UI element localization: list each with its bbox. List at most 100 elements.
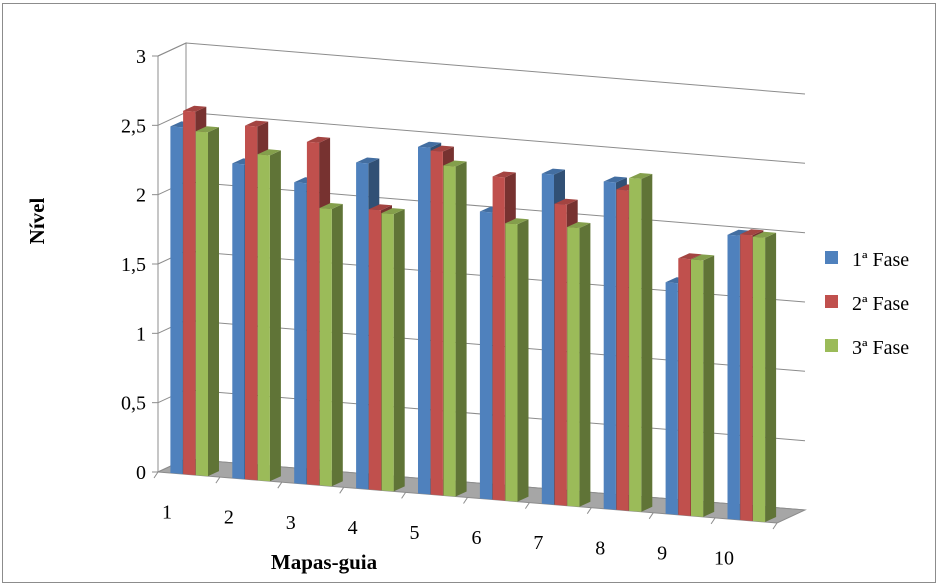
x-tick-label: 6 xyxy=(471,527,481,549)
x-tick-labels: 1 2 3 4 5 6 7 8 9 10 xyxy=(153,471,778,569)
gridline xyxy=(157,42,806,95)
bar-face xyxy=(257,154,270,482)
bar-face xyxy=(492,176,505,501)
bar-top xyxy=(603,176,627,183)
bar xyxy=(443,160,467,497)
x-tick-mark xyxy=(215,476,221,484)
bar-top xyxy=(678,253,702,260)
bar-face xyxy=(505,223,518,502)
bar-side xyxy=(517,219,529,502)
bar-side xyxy=(269,150,281,482)
bar-top xyxy=(505,218,529,225)
bar-side xyxy=(579,223,591,507)
bar xyxy=(505,218,529,502)
bar-face xyxy=(183,110,196,476)
x-axis-title: Mapas-guia xyxy=(271,550,378,574)
bar-face xyxy=(232,163,245,480)
bar-face xyxy=(665,282,678,515)
bar-face xyxy=(629,178,642,512)
bar-top xyxy=(541,168,565,175)
bar-face xyxy=(170,126,183,475)
y-tick-label: 2,5 xyxy=(121,115,146,137)
y-tick-label: 1 xyxy=(136,323,146,345)
bar-face xyxy=(319,208,332,487)
bar-top xyxy=(430,145,454,152)
x-tick-label: 9 xyxy=(657,542,667,564)
x-tick-mark xyxy=(339,487,345,494)
bar-face xyxy=(245,125,258,481)
bar-face xyxy=(479,211,493,500)
bar-top xyxy=(629,173,653,179)
bar-side xyxy=(208,127,219,477)
legend-swatch-2 xyxy=(825,295,838,308)
bar-face xyxy=(678,258,691,516)
legend-label-3: 3ª Fase xyxy=(852,337,909,359)
bar xyxy=(567,222,591,507)
bar-face xyxy=(294,182,307,485)
x-tick-mark xyxy=(153,471,159,479)
bar-side xyxy=(765,232,777,523)
bar-side xyxy=(393,209,405,492)
bar-top xyxy=(554,198,578,205)
y-tick-labels: 0 0,5 1 1,5 2 2,5 3 xyxy=(121,46,146,484)
x-tick-mark xyxy=(277,481,283,489)
bar-face xyxy=(381,213,394,492)
bar-side xyxy=(331,204,343,487)
bar-top xyxy=(356,157,380,164)
bar-face xyxy=(356,162,369,490)
y-tick-label: 0,5 xyxy=(121,393,146,415)
bar-side xyxy=(703,255,715,517)
bar-top xyxy=(368,204,392,211)
x-tick-label: 8 xyxy=(595,537,605,559)
bar-face xyxy=(691,259,704,517)
bar-face xyxy=(752,236,766,522)
y-axis-title: Nível xyxy=(25,198,49,245)
x-tick-mark xyxy=(772,522,778,530)
x-tick-mark xyxy=(463,497,468,504)
bar-face xyxy=(727,234,740,520)
bar-top xyxy=(319,203,343,209)
x-tick-mark xyxy=(586,507,592,514)
legend-swatch-3 xyxy=(825,339,838,352)
bar-top xyxy=(567,222,591,228)
bar xyxy=(629,173,653,512)
y-tick-label: 1,5 xyxy=(121,254,146,276)
bar-face xyxy=(567,227,580,507)
bar-top xyxy=(691,254,715,261)
legend-label-1: 1ª Fase xyxy=(852,249,909,271)
x-tick-label: 3 xyxy=(286,512,296,534)
x-tick-mark xyxy=(524,502,530,509)
bar-face xyxy=(541,173,554,505)
bar-top xyxy=(418,141,442,148)
bar-top xyxy=(752,231,777,238)
bar-top xyxy=(195,126,219,133)
bar-face xyxy=(430,150,443,496)
bars xyxy=(170,105,777,523)
bar-top xyxy=(183,105,207,112)
bar xyxy=(195,126,219,477)
bar-face xyxy=(418,146,431,495)
bar-face xyxy=(368,209,381,491)
x-tick-mark xyxy=(710,517,716,525)
bar xyxy=(691,254,715,517)
bar-face xyxy=(603,181,616,510)
legend: 1ª Fase 2ª Fase 3ª Fase xyxy=(825,249,909,359)
x-tick-mark xyxy=(401,492,407,499)
x-tick-label: 2 xyxy=(224,507,234,529)
bar xyxy=(257,149,281,482)
bar-top xyxy=(306,136,331,143)
bar-top xyxy=(740,229,764,236)
bar-face xyxy=(554,203,567,506)
bar-face xyxy=(740,234,753,522)
y-tick-label: 2 xyxy=(136,185,146,207)
bar-top xyxy=(492,171,516,178)
x-tick-label: 1 xyxy=(162,502,172,524)
bar-top xyxy=(257,149,281,156)
bar-face xyxy=(443,165,456,497)
bar-top xyxy=(727,229,751,236)
bar xyxy=(752,231,777,523)
bar xyxy=(381,208,405,492)
legend-swatch-1 xyxy=(825,251,838,264)
bar-top xyxy=(443,160,467,167)
bar-side xyxy=(641,174,653,512)
